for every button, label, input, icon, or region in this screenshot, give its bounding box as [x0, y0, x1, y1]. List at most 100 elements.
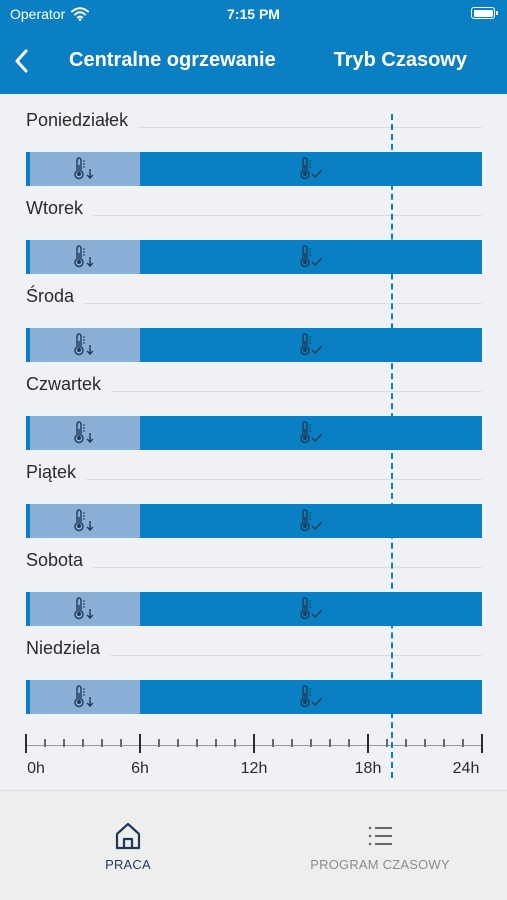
home-icon	[115, 822, 141, 850]
axis-minor-tick	[158, 739, 160, 747]
axis-major-tick	[367, 734, 369, 753]
axis-minor-tick	[291, 739, 293, 747]
day-row[interactable]: Poniedziałek	[0, 94, 507, 186]
day-separator	[26, 391, 482, 392]
day-schedule-bar[interactable]	[26, 240, 482, 274]
day-row[interactable]: Niedziela	[0, 622, 507, 714]
day-label: Poniedziałek	[26, 110, 139, 131]
tab-praca-label: PRACA	[105, 857, 151, 872]
axis-minor-tick	[329, 739, 331, 747]
reduced-temp-segment[interactable]	[30, 152, 140, 186]
thermometer-check-icon	[300, 421, 323, 444]
day-schedule-bar[interactable]	[26, 504, 482, 538]
day-separator	[26, 567, 482, 568]
axis-minor-tick	[215, 739, 217, 747]
thermometer-check-icon	[300, 597, 323, 620]
reduced-temp-segment[interactable]	[30, 680, 140, 714]
comfort-temp-segment[interactable]	[140, 416, 482, 450]
comfort-temp-segment[interactable]	[140, 680, 482, 714]
axis-minor-tick	[272, 739, 274, 747]
reduced-temp-segment[interactable]	[30, 328, 140, 362]
axis-tick-label: 12h	[240, 760, 268, 777]
axis-minor-tick	[82, 739, 84, 747]
list-icon	[368, 826, 392, 846]
thermometer-down-icon	[74, 509, 94, 532]
axis-major-tick	[253, 734, 255, 753]
thermometer-down-icon	[74, 421, 94, 444]
axis-tick-label: 18h	[354, 760, 382, 777]
bar-edge	[26, 592, 30, 626]
day-label: Sobota	[26, 550, 94, 571]
axis-major-tick	[139, 734, 141, 753]
day-separator	[26, 479, 482, 480]
thermometer-down-icon	[74, 245, 94, 268]
axis-minor-tick	[462, 739, 464, 747]
time-axis: 0h 6h 12h 18h 24h	[0, 712, 507, 777]
axis-minor-tick	[348, 739, 350, 747]
axis-minor-tick	[405, 739, 407, 747]
bar-edge	[26, 416, 30, 450]
day-label: Środa	[26, 286, 85, 307]
bar-edge	[26, 680, 30, 714]
day-schedule-bar[interactable]	[26, 328, 482, 362]
back-button[interactable]	[8, 46, 34, 76]
axis-tick-label: 0h	[27, 760, 45, 777]
day-label: Czwartek	[26, 374, 112, 395]
battery-icon	[471, 7, 498, 19]
axis-minor-tick	[310, 739, 312, 747]
axis-minor-tick	[120, 739, 122, 747]
axis-minor-tick	[101, 739, 103, 747]
day-separator	[26, 303, 482, 304]
day-row[interactable]: Piątek	[0, 446, 507, 538]
carrier-info: Operator	[10, 6, 90, 22]
thermometer-down-icon	[74, 685, 94, 708]
axis-minor-tick	[177, 739, 179, 747]
bar-edge	[26, 504, 30, 538]
thermometer-check-icon	[300, 157, 323, 180]
current-time-line	[390, 114, 393, 778]
comfort-temp-segment[interactable]	[140, 328, 482, 362]
axis-minor-tick	[234, 739, 236, 747]
thermometer-check-icon	[300, 509, 323, 532]
day-label: Piątek	[26, 462, 87, 483]
day-schedule-bar[interactable]	[26, 152, 482, 186]
tab-praca[interactable]: PRACA	[18, 821, 238, 872]
status-bar: Operator 7:15 PM	[0, 0, 507, 28]
day-schedule-bar[interactable]	[26, 680, 482, 714]
axis-minor-tick	[196, 739, 198, 747]
reduced-temp-segment[interactable]	[30, 592, 140, 626]
tab-program-czasowy[interactable]: PROGRAM CZASOWY	[270, 821, 490, 872]
reduced-temp-segment[interactable]	[30, 240, 140, 274]
chevron-left-icon	[15, 49, 28, 73]
axis-minor-tick	[386, 739, 388, 747]
axis-minor-tick	[63, 739, 65, 747]
day-separator	[26, 127, 482, 128]
comfort-temp-segment[interactable]	[140, 504, 482, 538]
day-label: Wtorek	[26, 198, 94, 219]
axis-major-tick	[25, 734, 27, 753]
comfort-temp-segment[interactable]	[140, 592, 482, 626]
day-row[interactable]: Wtorek	[0, 182, 507, 274]
axis-tick-label: 24h	[452, 760, 480, 777]
axis-minor-tick	[424, 739, 426, 747]
axis-tick-label: 6h	[131, 760, 149, 777]
reduced-temp-segment[interactable]	[30, 416, 140, 450]
comfort-temp-segment[interactable]	[140, 240, 482, 274]
bar-edge	[26, 240, 30, 274]
axis-major-tick	[481, 734, 483, 753]
day-row[interactable]: Czwartek	[0, 358, 507, 450]
bar-edge	[26, 328, 30, 362]
mode-label[interactable]: Tryb Czasowy	[333, 49, 467, 71]
day-row[interactable]: Sobota	[0, 534, 507, 626]
comfort-temp-segment[interactable]	[140, 152, 482, 186]
day-row[interactable]: Środa	[0, 270, 507, 362]
weekly-schedule: Poniedziałek Wtorek Środa Czwartek Piątek Sob…	[0, 94, 507, 790]
status-time: 7:15 PM	[227, 6, 280, 22]
tab-program-czasowy-label: PROGRAM CZASOWY	[310, 857, 450, 872]
nav-bar: Centralne ogrzewanie Tryb Czasowy	[0, 28, 507, 94]
reduced-temp-segment[interactable]	[30, 504, 140, 538]
day-schedule-bar[interactable]	[26, 416, 482, 450]
day-schedule-bar[interactable]	[26, 592, 482, 626]
day-separator	[26, 215, 482, 216]
axis-minor-tick	[44, 739, 46, 747]
